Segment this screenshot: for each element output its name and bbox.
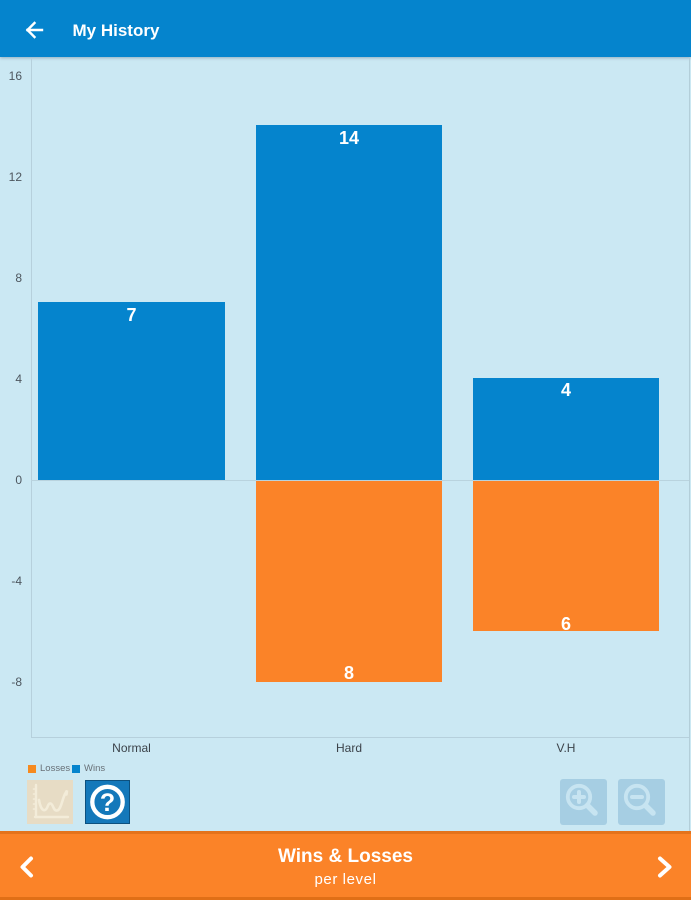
svg-text:?: ?: [100, 789, 115, 817]
